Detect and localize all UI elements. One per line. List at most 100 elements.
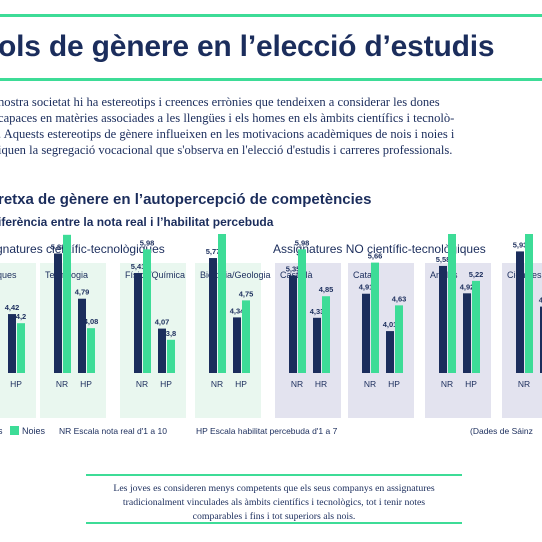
intro-line: iquen la segregació vocacional que s'obs… xyxy=(0,143,453,157)
bar-nois xyxy=(209,258,217,373)
value-label-noies: 4,63 xyxy=(392,294,407,303)
scale-note: NR Escala nota real d'1 a 10 xyxy=(59,426,167,436)
category-label: NR xyxy=(518,379,530,389)
category-label: NR xyxy=(441,379,453,389)
panel-title: emàtiques xyxy=(0,270,17,280)
chart-panel xyxy=(195,263,261,418)
chart-panel xyxy=(40,263,106,418)
intro-line: . Aquests estereotips de gènere influeix… xyxy=(0,127,455,141)
value-label-noies: 4,08 xyxy=(84,317,99,326)
title-divider xyxy=(0,78,542,81)
group-header: Assignatures NO científic-tecnològiques xyxy=(273,242,486,256)
bar-nois xyxy=(158,328,166,373)
bar-nois xyxy=(540,306,542,373)
category-label: NR xyxy=(56,379,68,389)
bar-noies xyxy=(448,234,456,373)
bar-nois xyxy=(54,253,62,373)
value-label-noies: 4,85 xyxy=(319,285,334,294)
value-label-noies: 5,66 xyxy=(368,252,383,261)
bar-noies xyxy=(87,328,95,373)
callout-line: Les joves es consideren menys competents… xyxy=(113,483,435,494)
bar-noies xyxy=(371,262,379,373)
value-label-nois: 5,88 xyxy=(51,242,66,251)
bar-noies xyxy=(322,296,330,373)
bar-nois xyxy=(8,314,16,373)
bar-noies xyxy=(63,234,71,373)
bar-nois xyxy=(439,265,447,373)
category-label: HP xyxy=(465,379,477,389)
panel-title: Biologia/Geologia xyxy=(200,270,271,280)
bar-noies xyxy=(298,249,306,373)
value-label-nois: 4,33 xyxy=(310,307,325,316)
legend-label-nois: s xyxy=(0,426,3,436)
bar-nois xyxy=(463,293,471,373)
value-label-nois: 5,35 xyxy=(286,264,301,273)
category-label: NR xyxy=(291,379,303,389)
bar-nois xyxy=(386,331,394,373)
category-label: HP xyxy=(235,379,247,389)
intro-line: capaces en matèries associades a les lle… xyxy=(0,111,455,125)
bar-noies xyxy=(143,249,151,373)
bar-noies xyxy=(167,339,175,373)
value-label-nois: 4,92 xyxy=(460,282,475,291)
panel-title: Català xyxy=(353,270,379,280)
bar-noies xyxy=(17,323,25,373)
value-label-nois: 4,91 xyxy=(359,283,374,292)
section-title: retxa de gènere en l’autopercepció de co… xyxy=(0,191,372,208)
value-label-nois: 5,58 xyxy=(436,255,451,264)
page-title: ols de gènere en l’elecció d’estudis xyxy=(0,30,495,63)
panel-title: Castellà xyxy=(280,270,313,280)
category-label: NR xyxy=(211,379,223,389)
legend-label-noies: Noies xyxy=(22,426,46,436)
value-label-noies: 5,98 xyxy=(295,238,310,247)
bar-nois xyxy=(362,293,370,373)
value-label-nois: 4,01 xyxy=(383,320,398,329)
value-label-nois: 4,6 xyxy=(539,296,542,305)
bar-nois xyxy=(78,298,86,373)
value-label-noies: 4,2 xyxy=(16,312,26,321)
source-note: (Dades de Sáinz xyxy=(470,426,533,436)
bar-noies xyxy=(472,280,480,373)
value-label-noies: 5,98 xyxy=(140,238,155,247)
value-label-nois: 5,41 xyxy=(131,262,146,271)
callout-line: tradicionalment vinculades als àmbits ci… xyxy=(122,497,426,508)
bar-noies xyxy=(242,300,250,373)
value-label-noies: 3,8 xyxy=(166,329,176,338)
bar-nois xyxy=(313,317,321,373)
value-label-noies: 4,75 xyxy=(239,289,254,298)
bar-noies xyxy=(525,234,533,373)
value-label-nois: 4,79 xyxy=(75,288,90,297)
value-label-nois: 5,77 xyxy=(206,247,221,256)
category-label: HP xyxy=(160,379,172,389)
chart-panel xyxy=(120,263,186,418)
bar-nois xyxy=(516,251,524,373)
value-label-nois: 4,07 xyxy=(155,318,170,327)
chart-panel xyxy=(425,263,491,418)
category-label: HR xyxy=(315,379,327,389)
section-subtitle: iferència entre la nota real i l’habilit… xyxy=(0,215,274,229)
intro-line: nostra societat hi ha estereotips i cree… xyxy=(0,95,440,109)
bar-noies xyxy=(395,305,403,373)
bar-nois xyxy=(233,317,241,373)
category-label: NR xyxy=(364,379,376,389)
category-label: HP xyxy=(388,379,400,389)
intro-paragraph: nostra societat hi ha estereotips i cree… xyxy=(0,94,542,158)
bar-nois xyxy=(289,275,297,373)
category-label: HP xyxy=(80,379,92,389)
category-label: HP xyxy=(10,379,22,389)
value-label-noies: 5,22 xyxy=(469,270,484,279)
top-divider xyxy=(0,14,542,17)
value-label-nois: 4,34 xyxy=(230,306,245,315)
bar-nois xyxy=(134,272,142,373)
category-label: NR xyxy=(136,379,148,389)
callout-line: comparables i fins i tot superiors als n… xyxy=(192,511,356,522)
panel-title: Física/Química xyxy=(125,270,185,280)
callout-box: Les joves es consideren menys competents… xyxy=(86,474,462,524)
legend-swatch-noies xyxy=(10,426,19,435)
value-label-nois: 4,42 xyxy=(5,303,20,312)
scale-note: HP Escala habilitat percebuda d'1 a 7 xyxy=(196,426,338,436)
group-header: gnatures científic-tecnològiques xyxy=(0,242,165,256)
bar-noies xyxy=(218,234,226,373)
value-label-nois: 5,93 xyxy=(513,240,528,249)
bar-chart: gnatures científic-tecnològiques Assignat… xyxy=(0,234,542,436)
